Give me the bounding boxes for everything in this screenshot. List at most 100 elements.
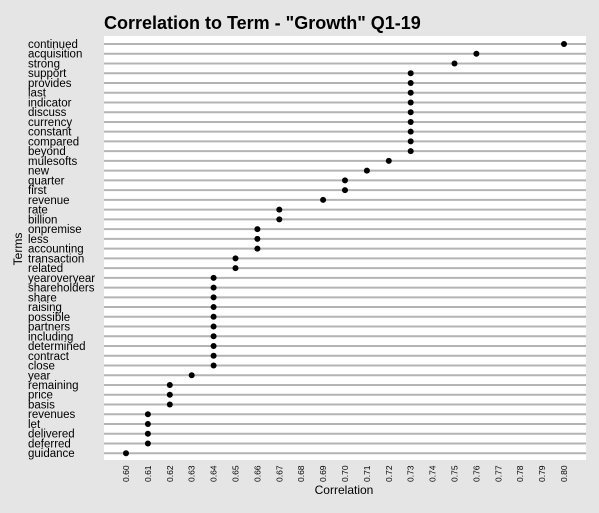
- data-point-related: [232, 265, 239, 272]
- data-point-raising: [210, 304, 217, 311]
- y-tick-label: billion: [28, 214, 57, 226]
- x-tick-label: 0.60: [121, 465, 131, 482]
- data-point-support: [407, 70, 414, 77]
- data-point-indicator: [407, 99, 414, 106]
- x-tick-label: 0.65: [231, 465, 241, 482]
- y-tick-label: shareholders: [28, 283, 95, 295]
- x-tick-label: 0.72: [384, 465, 394, 482]
- x-tick-label: 0.67: [274, 465, 284, 482]
- data-point-accounting: [254, 245, 261, 252]
- data-point-strong: [451, 60, 458, 67]
- y-tick-label: let: [28, 419, 41, 431]
- y-tick-label: yearoveryear: [28, 273, 95, 285]
- y-tick-label: discuss: [28, 107, 67, 119]
- y-tick-label: currency: [28, 117, 72, 129]
- x-tick-label: 0.70: [340, 465, 350, 482]
- x-axis-title: Correlation: [315, 483, 374, 497]
- x-tick-label: 0.80: [559, 465, 569, 482]
- y-tick-label: rate: [28, 205, 48, 217]
- x-tick-label: 0.64: [209, 465, 219, 482]
- data-point-quarter: [342, 177, 348, 184]
- data-point-onpremise: [254, 226, 261, 233]
- x-tick-label: 0.73: [406, 465, 416, 482]
- y-tick-label: remaining: [28, 380, 79, 392]
- data-point-let: [144, 420, 151, 427]
- data-point-transaction: [232, 255, 239, 262]
- y-tick-label: possible: [28, 312, 70, 324]
- data-point-price: [166, 391, 173, 398]
- data-point-rate: [276, 206, 283, 213]
- x-tick-label: 0.77: [493, 465, 503, 482]
- y-axis-title: Terms: [11, 233, 25, 266]
- y-tick-label: compared: [28, 136, 79, 148]
- data-point-mulesofts: [385, 157, 392, 164]
- y-tick-label: quarter: [28, 175, 65, 187]
- data-point-shareholders: [210, 284, 217, 291]
- data-point-acquisition: [473, 50, 480, 57]
- y-tick-label: revenues: [28, 409, 76, 421]
- y-tick-label: less: [28, 234, 49, 246]
- x-tick-label: 0.75: [450, 465, 460, 482]
- x-tick-label: 0.63: [187, 465, 197, 482]
- x-tick-label: 0.74: [428, 465, 438, 482]
- x-tick-label: 0.76: [471, 465, 481, 482]
- x-tick-labels: 0.60 0.61 0.62 0.63 0.64 0.65 0.66 0.67 0.68 0.69…: [121, 465, 569, 482]
- data-point-constant: [407, 128, 414, 135]
- y-tick-label: last: [28, 88, 47, 100]
- y-tick-label: determined: [28, 341, 86, 353]
- y-tick-label: deferred: [28, 438, 71, 450]
- y-tick-label: raising: [28, 302, 62, 314]
- data-point-first: [342, 187, 348, 194]
- y-tick-label: accounting: [28, 244, 84, 256]
- data-point-less: [254, 235, 261, 242]
- y-tick-label: support: [28, 68, 67, 80]
- y-tick-label: transaction: [28, 253, 84, 265]
- data-point-possible: [210, 313, 217, 320]
- x-tick-label: 0.69: [318, 465, 328, 482]
- y-tick-label: beyond: [28, 146, 66, 158]
- y-tick-label: related: [28, 263, 63, 275]
- data-point-share: [210, 294, 217, 301]
- y-tick-label: including: [28, 331, 73, 343]
- data-point-deferred: [144, 440, 151, 447]
- data-points: [123, 41, 567, 457]
- x-tick-label: 0.79: [537, 465, 547, 482]
- data-point-guidance: [123, 450, 129, 457]
- data-point-partners: [210, 323, 217, 330]
- y-tick-label: share: [28, 292, 57, 304]
- data-point-basis: [166, 401, 173, 408]
- y-tick-label: contract: [28, 351, 70, 363]
- data-point-compared: [407, 138, 414, 145]
- data-point-remaining: [166, 382, 173, 389]
- y-tick-label: onpremise: [28, 224, 82, 236]
- x-tick-label: 0.61: [143, 465, 153, 482]
- data-point-yearoveryear: [210, 274, 217, 281]
- x-tick-label: 0.66: [252, 465, 262, 482]
- data-point-continued: [561, 41, 567, 47]
- y-tick-label: partners: [28, 322, 70, 334]
- y-tick-label: year: [28, 370, 51, 382]
- gridlines: [104, 43, 586, 455]
- data-point-including: [210, 333, 217, 340]
- y-tick-label: revenue: [28, 195, 70, 207]
- y-tick-label: strong: [28, 58, 60, 70]
- y-tick-label: first: [28, 185, 47, 197]
- x-tick-label: 0.62: [165, 465, 175, 482]
- y-tick-labels: continuedacquisitionstrongsupportprovide…: [28, 39, 95, 460]
- y-tick-label: continued: [28, 39, 78, 51]
- y-tick-label: delivered: [28, 429, 75, 441]
- data-point-beyond: [407, 148, 414, 155]
- data-point-last: [407, 89, 414, 96]
- x-tick-label: 0.68: [296, 465, 306, 482]
- y-tick-label: basis: [28, 399, 55, 411]
- y-tick-label: close: [28, 361, 55, 373]
- data-point-close: [210, 362, 217, 369]
- data-point-discuss: [407, 109, 414, 116]
- y-tick-label: price: [28, 390, 53, 402]
- chart-title: Correlation to Term - "Growth" Q1-19: [104, 13, 421, 33]
- data-point-new: [363, 167, 370, 174]
- y-tick-label: new: [28, 166, 50, 178]
- data-point-delivered: [144, 430, 151, 437]
- data-point-billion: [276, 216, 283, 223]
